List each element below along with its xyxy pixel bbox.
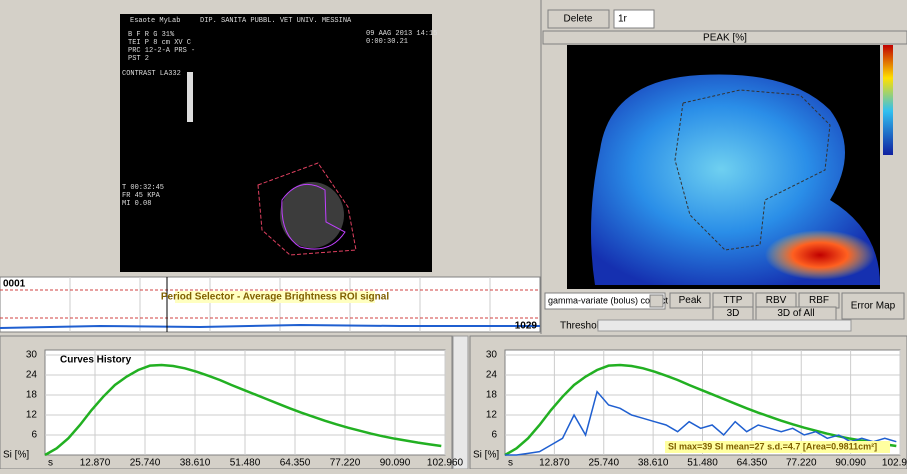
button-label: TTP [724, 295, 743, 306]
y-tick-label: 24 [26, 370, 38, 381]
footer: FR 45 KPA [122, 192, 161, 200]
x-tick-label: 64.350 [280, 458, 311, 469]
button-label: Error Map [851, 301, 896, 312]
y-tick-label: 12 [26, 410, 38, 421]
x-tick-label: 102.960 [427, 458, 464, 469]
threshold-slider[interactable] [598, 320, 851, 331]
x-axis-label: s [508, 458, 513, 469]
hot-spot [765, 230, 875, 280]
param: PST 2 [128, 55, 149, 63]
period-label: Period Selector - Average Brightness ROI… [161, 292, 389, 303]
button-label: RBF [809, 295, 829, 306]
button-label: Peak [679, 295, 703, 306]
y-tick-label: 24 [486, 370, 498, 381]
x-tick-label: 77.220 [330, 458, 361, 469]
period-selector[interactable] [0, 277, 540, 332]
gray-bar [187, 72, 193, 122]
x-tick-label: 12.870 [539, 458, 570, 469]
x-tick-label: 12.870 [80, 458, 111, 469]
buttons: Peak TTP RBV RBF 3D 3D of All Error Map [670, 293, 904, 320]
chart-title: Curves History [60, 355, 132, 366]
x-tick-label: 90.090 [835, 458, 866, 469]
screen: Esaote MyLab DIP. SANITA PUBBL. VET UNIV… [0, 0, 907, 469]
x-tick-label: 25.740 [130, 458, 161, 469]
x-tick-label: 51.480 [230, 458, 261, 469]
header: DIP. SANITA PUBBL. VET UNIV. MESSINA [200, 17, 352, 25]
app: {"toolbar":{"delete":"Delete","field":"1… [0, 0, 907, 469]
x-tick-label: 51.480 [687, 458, 718, 469]
param: PRC 12-2-A PRS - [128, 47, 195, 55]
x-tick-label: 38.610 [638, 458, 669, 469]
logo: Esaote MyLab [130, 17, 180, 25]
clock: 0:00:30.21 [366, 38, 408, 46]
color-scale [883, 45, 893, 155]
y-tick-label: 30 [26, 350, 38, 361]
date: 09 AAG 2013 14:15 [366, 30, 437, 38]
x-axis-label: s [48, 458, 53, 469]
y-tick-label: 30 [486, 350, 498, 361]
x-tick-label: 102.960 [882, 458, 907, 469]
x-tick-label: 64.350 [737, 458, 768, 469]
dropdown-arrow[interactable] [650, 295, 663, 307]
annotation: SI max=39 SI mean=27 s.d.=4.7 [Area=0.98… [668, 441, 877, 451]
x-tick-label: 25.740 [588, 458, 619, 469]
map-title: PEAK [%] [703, 33, 747, 44]
contrast: CONTRAST LA332 [122, 70, 181, 78]
y-tick-label: 6 [31, 430, 37, 441]
button-label: RBV [766, 295, 787, 306]
x-tick-label: 77.220 [786, 458, 817, 469]
param: TEI P 8 cm XV C [128, 39, 191, 47]
y-axis-label: Si [%] [3, 450, 29, 461]
scrollbar[interactable] [453, 336, 468, 469]
delete-label: Delete [564, 14, 593, 25]
frame-value: 1r [618, 14, 628, 25]
button-label: 3D of All [777, 308, 814, 319]
footer: MI 0.08 [122, 200, 151, 208]
y-tick-label: 18 [26, 390, 38, 401]
y-tick-label: 12 [486, 410, 498, 421]
x-tick-label: 90.090 [380, 458, 411, 469]
start-frame: 0001 [3, 279, 26, 290]
x-tick-label: 38.610 [180, 458, 211, 469]
param: B F R G 31% [128, 31, 175, 39]
footer: T 00:32:45 [122, 184, 164, 192]
y-tick-label: 18 [486, 390, 498, 401]
button-label: 3D [727, 308, 740, 319]
y-axis-label: Si [%] [473, 450, 499, 461]
end-frame: 1029 [515, 321, 538, 332]
y-tick-label: 6 [491, 430, 497, 441]
